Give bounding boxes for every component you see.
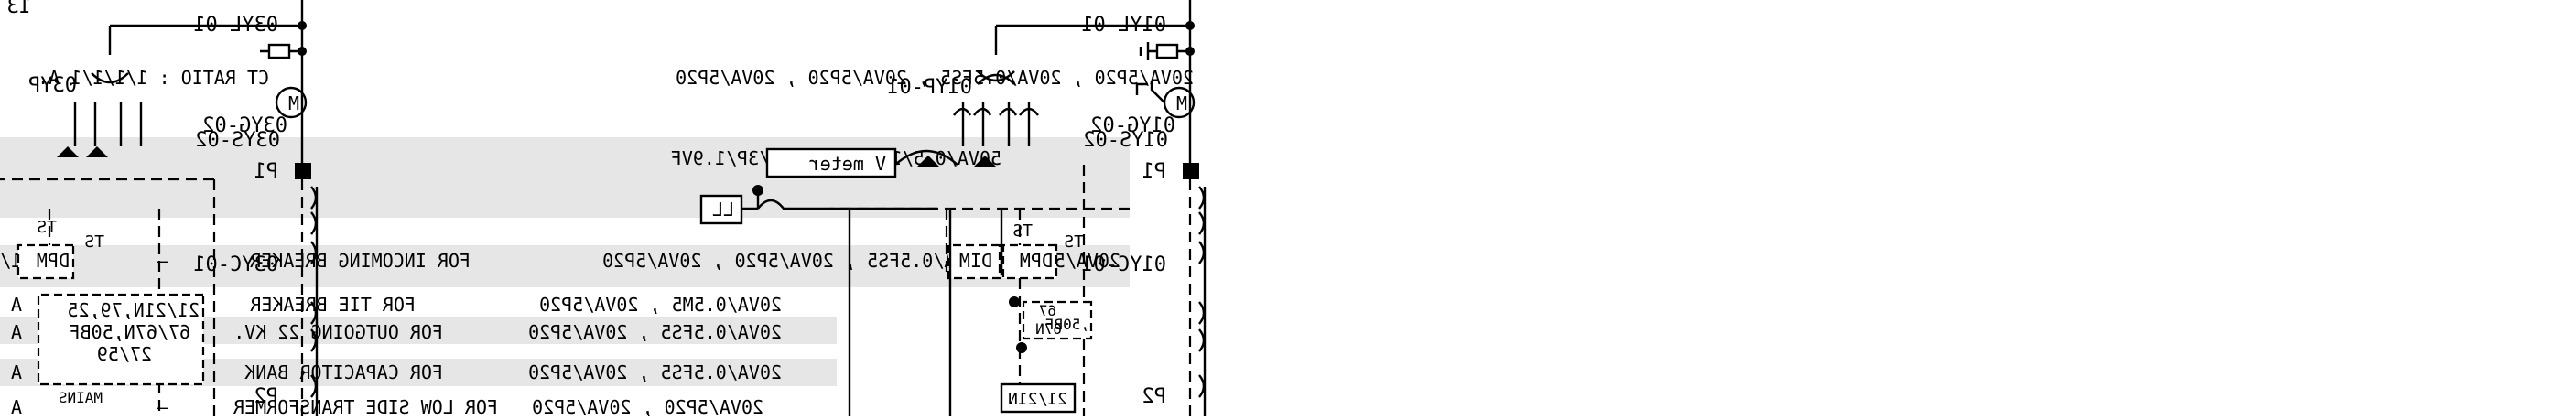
motor-lead <box>1150 81 1165 103</box>
table-cell-purpose: FOR INCOMING BREAKER <box>249 250 471 272</box>
relay-21-box <box>1000 382 1077 414</box>
fuse-icon <box>1155 43 1179 59</box>
vt-row-band <box>0 137 1130 218</box>
vt-secondary-lines <box>73 102 143 146</box>
table-cell-burden: 20VA/0.5FS5 , 20VA/5P20 <box>528 361 782 383</box>
relay-line-1: 21/21N,79,25 <box>68 299 200 321</box>
table-cell-purpose: FOR OUTGOING 22 KV. <box>233 321 443 343</box>
triangle-marker <box>57 146 79 157</box>
feeder-01-ys-label: 01YS-02 <box>1083 129 1168 152</box>
table-cell-burden: 20VA/5P20 , 20VA/5P20 <box>532 396 763 416</box>
relay-line-3: 27/59 <box>97 343 152 365</box>
triangle-marker <box>974 156 996 167</box>
relay-50bf: ,50BF <box>1045 316 1089 333</box>
vt-secondary-coils <box>953 107 1039 116</box>
table-cell-ratio: A <box>11 321 22 343</box>
ct-ratio-header: CT RATIO : 1/1/1/1 A. <box>38 67 269 89</box>
ct-coils-lower <box>310 301 318 398</box>
relay-dashed-leads <box>0 178 216 416</box>
fuse-icon <box>267 43 291 59</box>
ll-lead <box>741 199 937 210</box>
table-cell-burden: 20VA/0.5M5 , 20VA/5P20 <box>539 294 782 316</box>
vt-coil-top <box>977 70 1015 82</box>
dim-box <box>947 243 1001 280</box>
ll-box <box>699 194 743 225</box>
p1-label: P1 <box>1142 160 1167 183</box>
relay-21-label: 21/21N <box>1008 390 1067 409</box>
feeder-01-yp-label: 01YP-01 <box>887 76 972 99</box>
vt-secondary-lines <box>961 102 1031 146</box>
ct-coils <box>1198 186 1207 416</box>
table-cell-burden: 20VA/0.5FS5 , 20VA/5P20 <box>528 321 782 343</box>
triangle-marker <box>86 146 108 157</box>
vt-coil-bottom <box>977 73 1015 85</box>
ts-label: TS <box>84 232 104 252</box>
motor-icon <box>275 86 308 119</box>
ground-icon <box>1135 82 1148 95</box>
table-cell-ratio: A <box>11 396 22 416</box>
ts-label-b: TS <box>37 218 57 237</box>
table-cell-purpose: FOR LOW SIDE TRANSFORMER <box>233 396 498 416</box>
triangle-marker <box>917 156 939 167</box>
feeder-03-yc-label: 03YC-01 <box>193 253 278 276</box>
dpm-box <box>1001 243 1058 280</box>
ts-label: TS <box>1064 232 1084 252</box>
mains-label: MAINS <box>59 389 103 406</box>
feeder-01-yc-label: 01YC-01 <box>1081 253 1166 276</box>
vt-coil-top <box>91 72 129 84</box>
feeder-03-diagram: 03YL-01 03YP M 03YG-02 03YS-02 P1 03YC-0… <box>0 0 319 416</box>
burden-header: 20VA/5P20 , 20VA/0.5FS5 , 20VA/5P20 , 20… <box>676 67 1194 89</box>
v-meter-lead <box>894 149 958 166</box>
relay-dashed-leads <box>945 165 1086 416</box>
dpm-label: DPM <box>1020 250 1053 272</box>
p2-label: P2 <box>1142 385 1167 408</box>
ct-coils <box>310 186 319 416</box>
contact-dot <box>1009 296 1020 307</box>
feeder-03-ys-label: 03YS-02 <box>195 129 280 152</box>
p1-label: P1 <box>254 160 279 183</box>
relay-67-box <box>1022 300 1093 340</box>
v-meter-label: V meter <box>809 153 886 175</box>
feeder-03-yg-label: 03YG-02 <box>202 114 287 137</box>
dpm-box <box>16 243 75 280</box>
ct-table: 1/1/1/1 A – FOR INCOMING BREAKER 20VA/5P… <box>0 245 1130 418</box>
table-cell-purpose: FOR TIE BREAKER <box>249 294 416 316</box>
table-cell-ratio: A <box>11 294 22 316</box>
table-cell-purpose: FOR CAPACITOR BANK <box>244 361 443 383</box>
feeder-01-yg-label: 01YG-02 <box>1090 114 1175 137</box>
motor-label: M <box>288 92 299 114</box>
motor-label: M <box>1176 92 1187 114</box>
p1-marker <box>1183 163 1199 179</box>
dpm-label: DPM <box>37 250 70 272</box>
relay-67-bottom: 67N <box>1035 320 1062 338</box>
v-meter-box <box>765 147 897 178</box>
feeder-01-diagram: 01YL-01 01YP-01 M 01YG-02 01YS-02 P1 01Y… <box>699 0 1207 416</box>
dim-label: DIM <box>959 250 992 272</box>
p1-marker <box>295 163 311 179</box>
ll-label: LL <box>712 199 734 221</box>
feeder-03-yp-label: 03YP <box>28 74 77 97</box>
contact-dot <box>1016 342 1027 353</box>
ts-label-b: TS <box>1012 221 1033 241</box>
table-cell-ratio: A <box>11 361 22 383</box>
relay-line-2: 67/67N,50BF <box>70 321 190 343</box>
relay-67-top: 67 <box>1039 302 1056 319</box>
ct-coils-lower <box>1198 301 1206 398</box>
p2-label: P2 <box>254 385 279 408</box>
relay-group-box <box>37 293 205 386</box>
table-row-band <box>0 245 1130 287</box>
page-number: 13 <box>7 0 32 18</box>
